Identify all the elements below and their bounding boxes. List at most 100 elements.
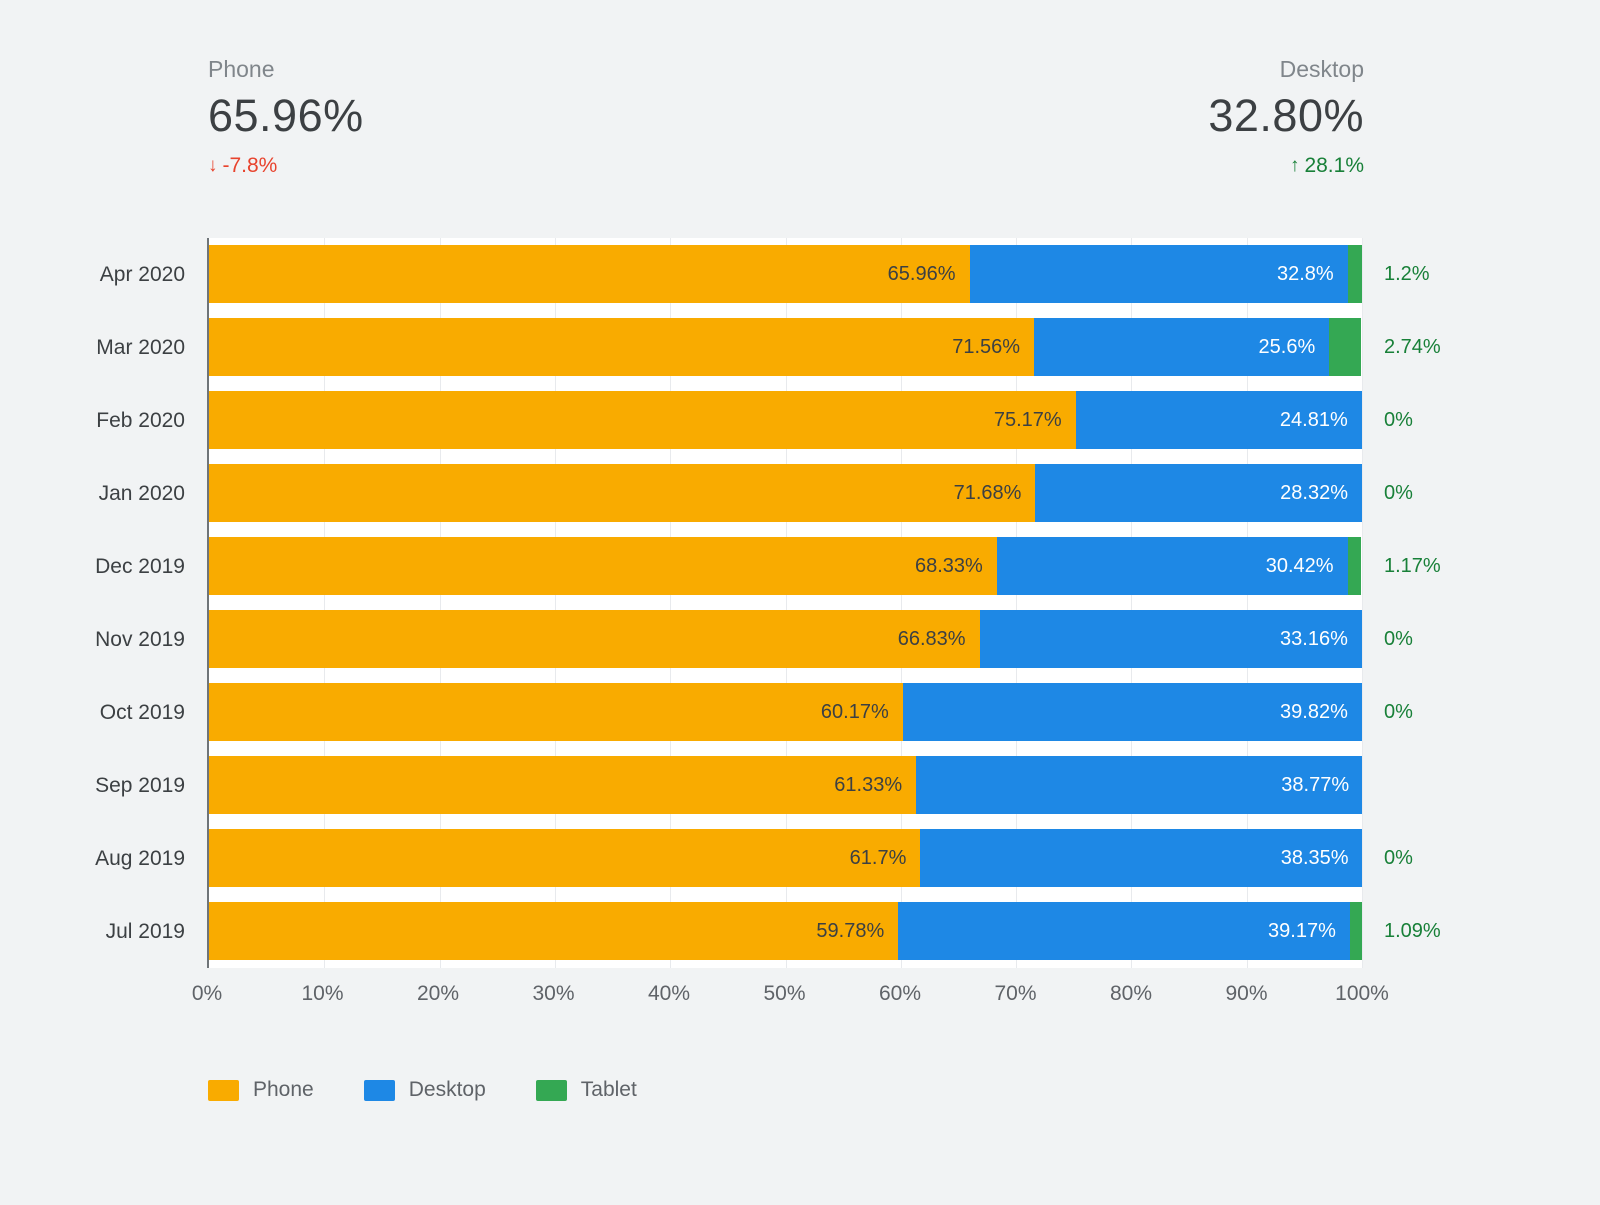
bar-segment-desktop[interactable]: 32.8% bbox=[969, 245, 1348, 303]
bar-segment-phone[interactable]: 71.56% bbox=[209, 318, 1035, 376]
bar-segment-phone[interactable]: 66.83% bbox=[209, 610, 980, 668]
gridline bbox=[670, 238, 672, 968]
bar-segment-desktop[interactable]: 24.81% bbox=[1075, 391, 1362, 449]
bar-row: 61.7% 38.35% bbox=[209, 822, 1362, 895]
tablet-percent-label: 0% bbox=[1384, 847, 1413, 869]
category-label: Feb 2020 bbox=[96, 408, 185, 432]
bar-track: 71.56% 25.6% bbox=[209, 318, 1362, 376]
legend: Phone Desktop Tablet bbox=[208, 1078, 1600, 1102]
bar-segment-desktop[interactable]: 39.82% bbox=[902, 683, 1362, 741]
x-axis-tick-label: 20% bbox=[416, 982, 460, 1005]
legend-item-tablet[interactable]: Tablet bbox=[535, 1078, 637, 1102]
desktop-delta-text: 28.1% bbox=[1304, 154, 1364, 177]
category-label: Dec 2019 bbox=[95, 554, 185, 578]
bar-value-label: 65.96% bbox=[887, 262, 956, 285]
tablet-percent-label: 0% bbox=[1384, 628, 1413, 650]
y-axis-labels: Apr 2020 Mar 2020 Feb 2020 Jan 2020 Dec 2019… bbox=[0, 238, 207, 968]
bar-segment-phone[interactable]: 68.33% bbox=[209, 537, 997, 595]
bar-row: 65.96% 32.8% bbox=[209, 238, 1362, 311]
bar-segment-phone[interactable]: 75.17% bbox=[209, 391, 1076, 449]
tablet-labels: 1.2% 2.74% 0% 0% 1.17% 0% 0% 0% 1.09% bbox=[1362, 238, 1600, 968]
bar-value-label: 59.78% bbox=[816, 919, 885, 942]
bar-track: 61.7% 38.35% bbox=[209, 829, 1362, 887]
bar-segment-desktop[interactable]: 25.6% bbox=[1034, 318, 1330, 376]
bar-value-label: 68.33% bbox=[915, 554, 983, 577]
bar-value-label: 30.42% bbox=[1265, 554, 1334, 577]
bar-value-label: 60.17% bbox=[820, 700, 889, 723]
bar-segment-desktop[interactable]: 38.77% bbox=[916, 756, 1362, 814]
legend-label: Desktop bbox=[408, 1078, 486, 1101]
bar-segment-desktop[interactable]: 38.35% bbox=[920, 829, 1362, 887]
legend-swatch-phone bbox=[208, 1079, 239, 1101]
bar-value-label: 71.56% bbox=[952, 335, 1021, 358]
bar-value-label: 33.16% bbox=[1280, 627, 1348, 650]
bar-segment-desktop[interactable]: 30.42% bbox=[996, 537, 1348, 595]
x-axis-tick-label: 50% bbox=[763, 982, 806, 1005]
bar-row: 59.78% 39.17% bbox=[209, 895, 1362, 968]
x-axis-tick-label: 0% bbox=[191, 982, 223, 1005]
bar-value-label: 61.7% bbox=[849, 846, 907, 869]
phone-summary: Phone 65.96% ↓ -7.8% bbox=[208, 56, 364, 178]
bar-row: 66.83% 33.16% bbox=[209, 603, 1362, 676]
tablet-percent-label: 2.74% bbox=[1384, 336, 1441, 358]
bar-track: 75.17% 24.81% bbox=[209, 391, 1362, 449]
gridline bbox=[439, 238, 441, 968]
desktop-summary-value: 32.80% bbox=[1208, 90, 1364, 141]
legend-label: Phone bbox=[253, 1078, 314, 1101]
bar-value-label: 71.68% bbox=[953, 481, 1022, 504]
bar-segment-phone[interactable]: 61.7% bbox=[209, 829, 921, 887]
bar-track: 59.78% 39.17% bbox=[209, 902, 1362, 960]
bar-row: 71.68% 28.32% bbox=[209, 457, 1362, 530]
bar-segment-tablet[interactable] bbox=[1329, 318, 1361, 376]
desktop-summary: Desktop 32.80% ↑ 28.1% bbox=[1208, 56, 1364, 178]
bar-segment-phone[interactable]: 59.78% bbox=[209, 902, 899, 960]
bar-track: 66.83% 33.16% bbox=[209, 610, 1362, 668]
x-axis-tick-label: 70% bbox=[994, 982, 1037, 1005]
bar-track: 68.33% 30.42% bbox=[209, 537, 1362, 595]
legend-item-phone[interactable]: Phone bbox=[208, 1078, 314, 1102]
bar-value-label: 66.83% bbox=[897, 627, 966, 650]
x-axis-tick-label: 40% bbox=[647, 982, 691, 1005]
bar-row: 61.33% 38.77% bbox=[209, 749, 1362, 822]
bar-segment-desktop[interactable]: 28.32% bbox=[1035, 464, 1362, 522]
category-label: Jan 2020 bbox=[98, 481, 185, 505]
arrow-down-icon: ↓ bbox=[208, 155, 218, 176]
bar-segment-tablet[interactable] bbox=[1347, 245, 1362, 303]
bar-value-label: 75.17% bbox=[993, 408, 1062, 431]
gridline bbox=[1016, 238, 1018, 968]
x-axis: 0% 10% 20% 30% 40% 50% 60% 70% 80% 90% 100% bbox=[192, 982, 1389, 1012]
tablet-percent-label: 0% bbox=[1384, 701, 1413, 723]
desktop-summary-label: Desktop bbox=[1279, 56, 1364, 82]
summary-header: Phone 65.96% ↓ -7.8% Desktop 32.80% ↑ 28… bbox=[0, 0, 1600, 178]
bar-segment-tablet[interactable] bbox=[1349, 902, 1362, 960]
bar-value-label: 28.32% bbox=[1280, 481, 1348, 504]
legend-swatch-tablet bbox=[535, 1079, 567, 1101]
bar-segment-phone[interactable]: 61.33% bbox=[209, 756, 917, 814]
desktop-summary-delta: ↑ 28.1% bbox=[1208, 154, 1364, 178]
tablet-percent-label: 1.2% bbox=[1384, 263, 1430, 285]
bar-row: 71.56% 25.6% bbox=[209, 311, 1362, 384]
bar-segment-desktop[interactable]: 33.16% bbox=[979, 610, 1362, 668]
legend-item-desktop[interactable]: Desktop bbox=[363, 1078, 486, 1102]
arrow-up-icon: ↑ bbox=[1289, 155, 1300, 176]
legend-label: Tablet bbox=[580, 1078, 637, 1101]
bar-segment-phone[interactable]: 71.68% bbox=[209, 464, 1036, 522]
tablet-percent-label: 0% bbox=[1384, 482, 1413, 504]
stacked-bar-chart: Apr 2020 Mar 2020 Feb 2020 Jan 2020 Dec 2019… bbox=[0, 238, 1600, 968]
category-label: Jul 2019 bbox=[105, 919, 185, 943]
phone-summary-label: Phone bbox=[208, 56, 275, 82]
bar-value-label: 61.33% bbox=[834, 773, 903, 796]
x-axis-tick-label: 60% bbox=[878, 982, 922, 1005]
gridline bbox=[1131, 238, 1133, 968]
bar-segment-desktop[interactable]: 39.17% bbox=[898, 902, 1350, 960]
bar-segment-tablet[interactable] bbox=[1347, 537, 1362, 595]
bar-value-label: 25.6% bbox=[1258, 335, 1316, 358]
bar-value-label: 39.82% bbox=[1280, 700, 1348, 723]
category-label: Sep 2019 bbox=[95, 773, 185, 797]
bar-row: 68.33% 30.42% bbox=[209, 530, 1362, 603]
bar-segment-phone[interactable]: 65.96% bbox=[209, 245, 970, 303]
tablet-percent-label: 1.09% bbox=[1384, 920, 1441, 942]
bar-segment-phone[interactable]: 60.17% bbox=[209, 683, 903, 741]
bar-track: 65.96% 32.8% bbox=[209, 245, 1362, 303]
